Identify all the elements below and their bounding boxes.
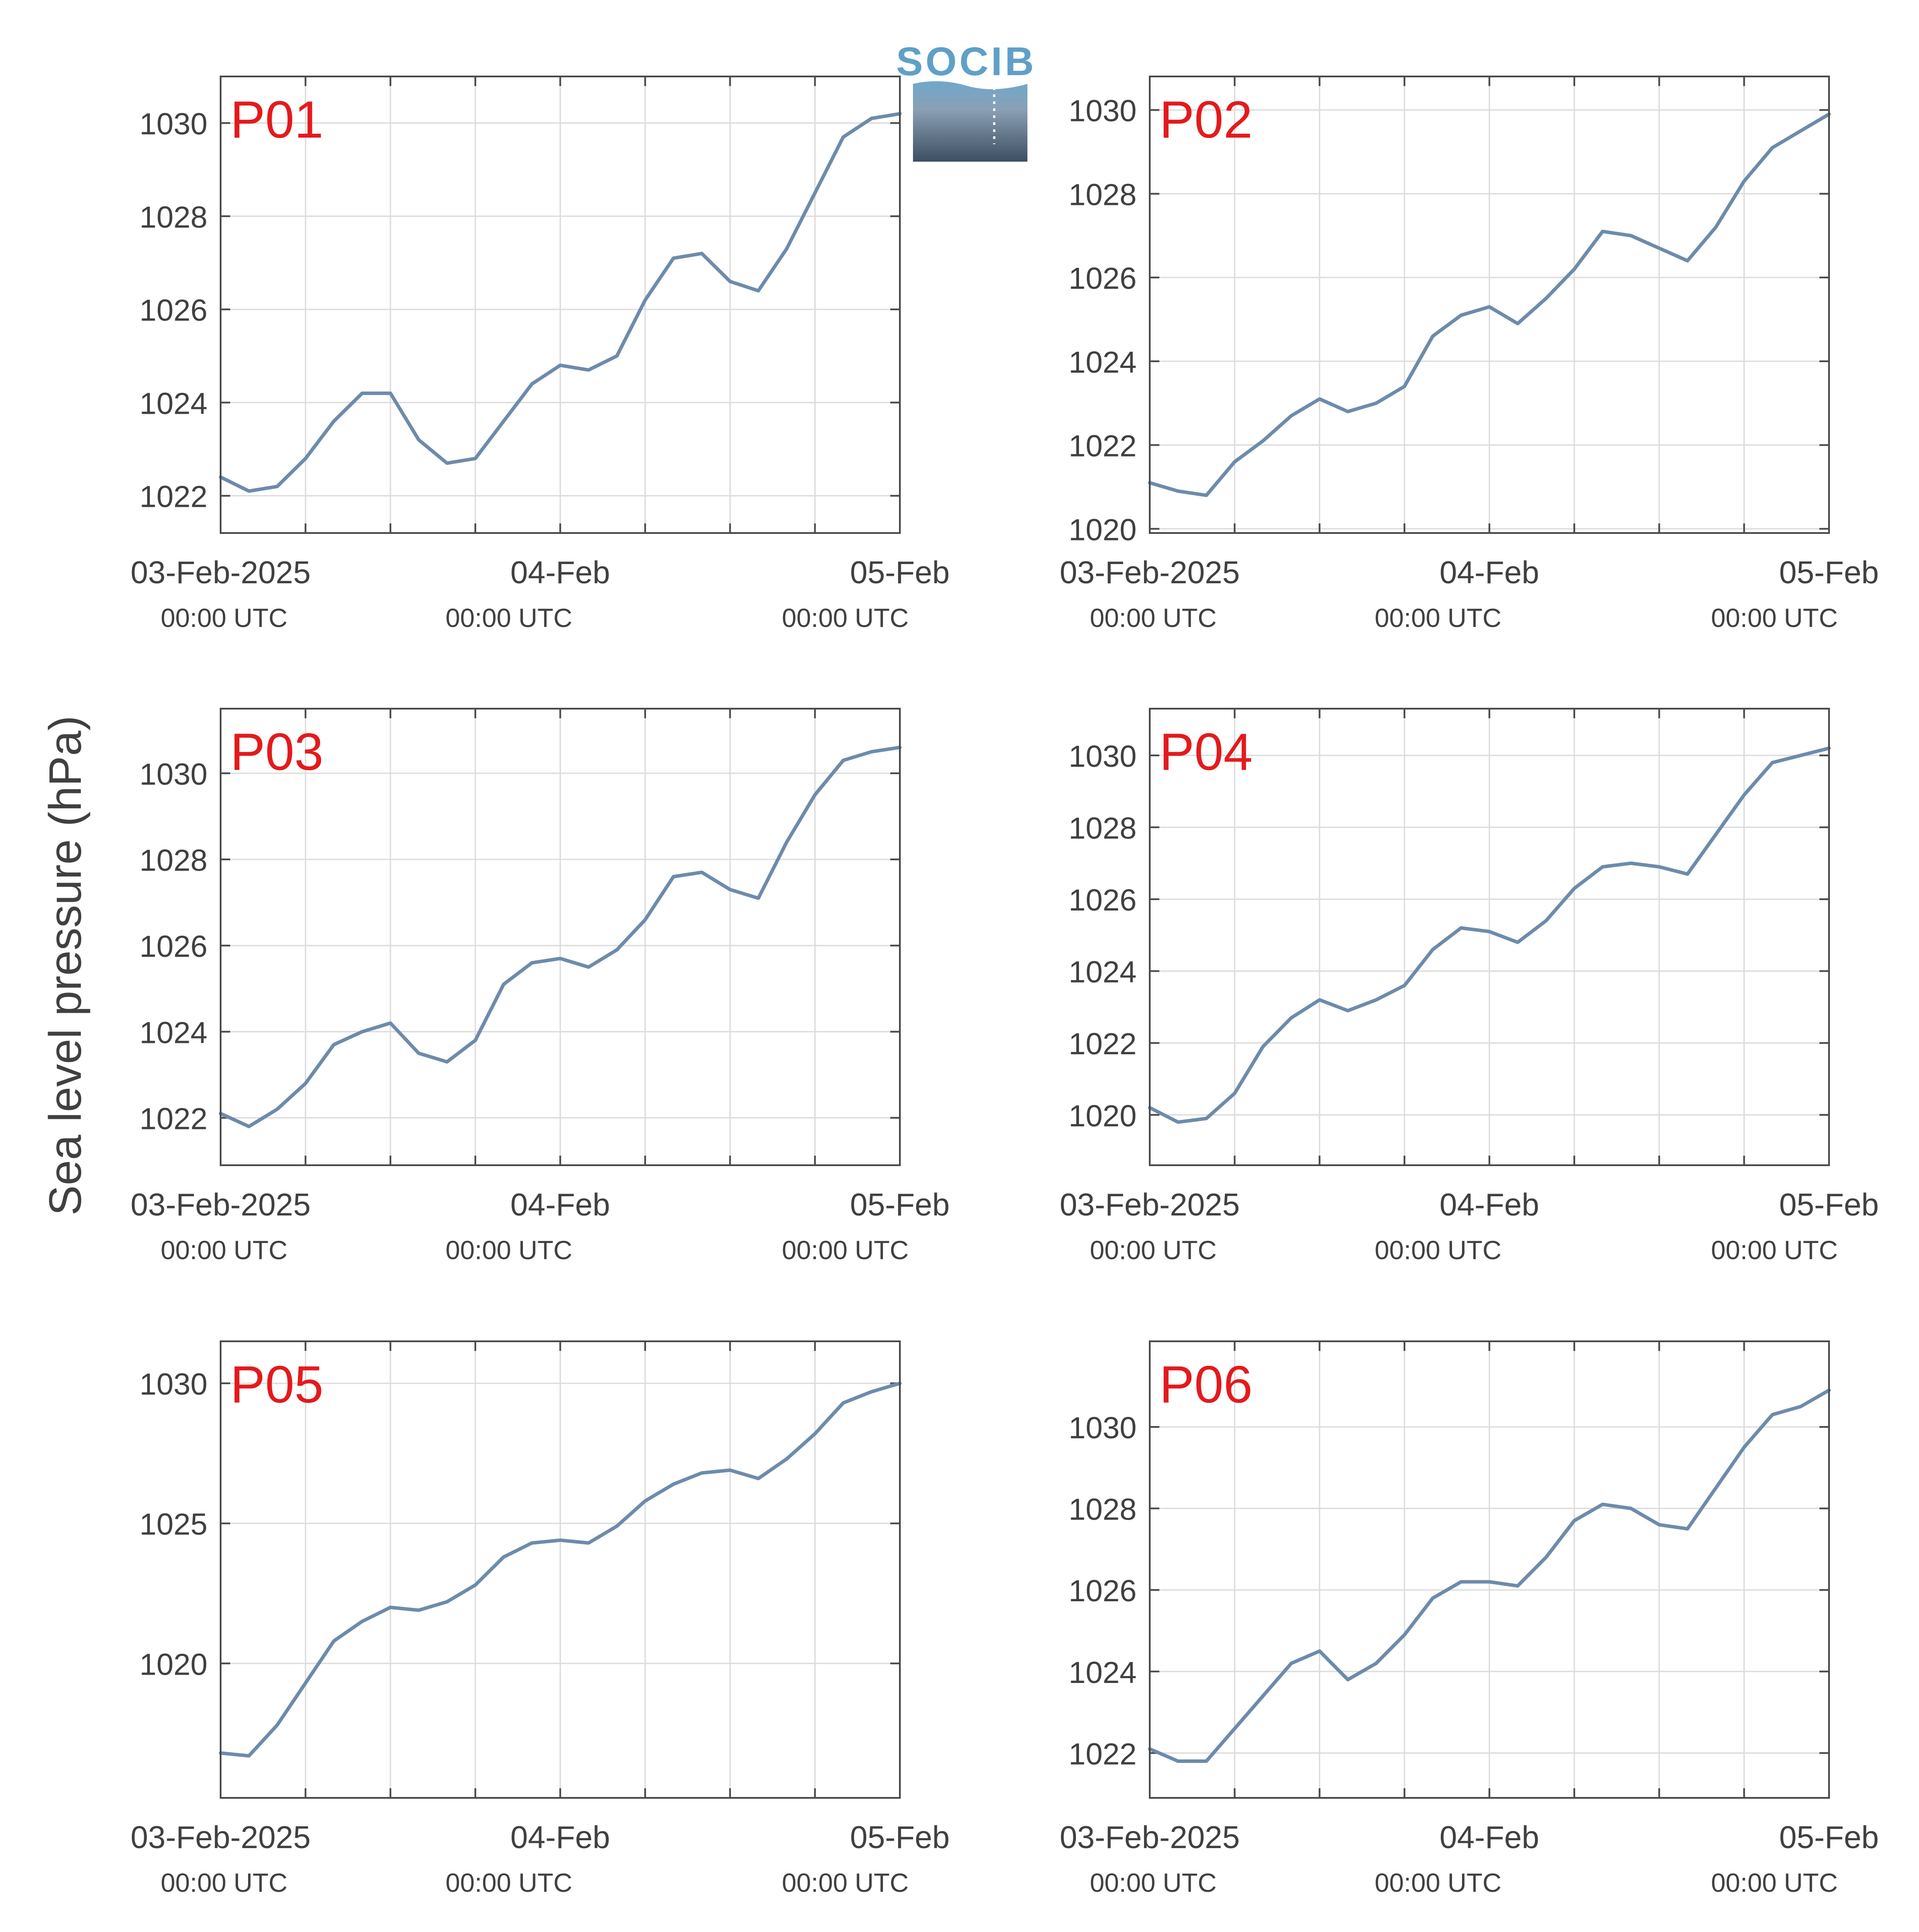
x-tick-label: 05-Feb [1779,1188,1879,1222]
x-tick-sublabel: 00:00 UTC [1375,1236,1501,1265]
chart-panel-p02: 1020 1022 1024 1026 1028 1030 P02 03-Feb-2025 00… [1060,76,1879,633]
y-tick-label: 1026 [139,293,207,327]
x-tick-sublabel: 00:00 UTC [1375,603,1501,633]
x-tick-label: 04-Feb [1439,1820,1539,1855]
x-tick-label: 04-Feb [1439,555,1539,590]
y-tick-label: 1022 [1068,429,1137,463]
plot-frame [1149,708,1830,1166]
x-tick-sublabel: 00:00 UTC [1090,603,1217,633]
x-tick-sublabel: 00:00 UTC [1711,1868,1838,1897]
y-tick-label: 1030 [1068,739,1137,773]
y-tick-label: 1022 [139,480,207,514]
x-tick-label: 05-Feb [1779,1820,1879,1855]
plot-frame [220,1340,901,1799]
series-line-p05 [219,1381,902,1758]
panel-label: P06 [1159,1355,1253,1414]
x-tick-sublabel: 00:00 UTC [1090,1868,1217,1897]
y-axis-label: Sea level pressure (hPa) [40,716,91,1216]
series-line-p02 [1148,112,1831,497]
y-tick-label: 1026 [1068,1574,1137,1608]
y-tick-label: 1024 [1068,1655,1137,1690]
series-line-p04 [1148,746,1831,1124]
x-tick-sublabel: 00:00 UTC [782,1868,909,1897]
y-tick-label: 1026 [1068,261,1137,295]
chart-panels: 1022 1024 1026 1028 1030 P01 03-Feb-2025 00:00 … [131,76,1879,1897]
x-tick-label: 03-Feb-2025 [1060,1188,1240,1222]
y-tick-label: 1026 [139,929,207,963]
y-tick-label: 1028 [139,843,207,877]
x-tick-label: 04-Feb [510,1188,610,1222]
x-tick-label: 05-Feb [850,1188,950,1222]
x-tick-label: 03-Feb-2025 [1060,1820,1240,1855]
y-tick-label: 1022 [139,1102,207,1136]
y-tick-label: 1026 [1068,883,1137,917]
plot-frame [220,76,901,534]
x-tick-sublabel: 00:00 UTC [1711,1236,1838,1265]
y-tick-label: 1020 [139,1647,207,1681]
y-tick-label: 1028 [1068,1492,1137,1527]
socib-logo-text: SOCIB [896,39,1036,84]
y-tick-label: 1028 [1068,811,1137,845]
socib-logo: SOCIB [896,39,1036,162]
y-tick-label: 1022 [1068,1027,1137,1061]
x-tick-label: 04-Feb [510,1820,610,1855]
y-tick-label: 1030 [1068,1411,1137,1445]
plot-frame [1149,76,1830,534]
y-tick-label: 1020 [1068,1099,1137,1133]
x-tick-label: 05-Feb [1779,555,1879,590]
panel-label: P01 [230,90,324,149]
y-tick-label: 1030 [1068,94,1137,128]
x-tick-sublabel: 00:00 UTC [782,603,909,633]
panel-label: P04 [1159,723,1253,781]
x-tick-label: 05-Feb [850,555,950,590]
socib-logo-wave-block [913,81,1027,162]
y-tick-label: 1024 [1068,955,1137,989]
y-tick-label: 1022 [1068,1737,1137,1771]
y-tick-label: 1030 [139,1367,207,1401]
x-tick-sublabel: 00:00 UTC [1090,1236,1217,1265]
y-tick-label: 1028 [1068,177,1137,211]
chart-panel-p05: 1020 1025 1030 P05 03-Feb-2025 00:00 UTC 04-Fe… [131,1340,950,1897]
y-tick-label: 1024 [1068,345,1137,379]
chart-panel-p04: 1020 1022 1024 1026 1028 1030 P04 03-Feb-2025 00… [1060,708,1879,1265]
x-tick-sublabel: 00:00 UTC [161,603,287,633]
y-tick-label: 1030 [139,757,207,791]
chart-panel-p03: 1022 1024 1026 1028 1030 P03 03-Feb-2025 00:00 … [131,708,950,1265]
x-tick-label: 03-Feb-2025 [131,1188,311,1222]
plot-frame [220,708,901,1166]
x-tick-sublabel: 00:00 UTC [446,603,572,633]
panel-label: P03 [230,723,324,781]
plot-frame [1149,1340,1830,1799]
y-tick-label: 1030 [139,107,207,141]
x-tick-label: 03-Feb-2025 [131,555,311,590]
x-tick-sublabel: 00:00 UTC [161,1868,287,1897]
x-tick-label: 03-Feb-2025 [131,1820,311,1855]
x-tick-sublabel: 00:00 UTC [782,1236,909,1265]
x-tick-sublabel: 00:00 UTC [446,1868,572,1897]
series-line-p03 [219,745,902,1129]
x-tick-sublabel: 00:00 UTC [1375,1868,1501,1897]
x-tick-label: 03-Feb-2025 [1060,555,1240,590]
panel-label: P05 [230,1355,324,1414]
series-line-p01 [219,112,902,493]
chart-panel-p01: 1022 1024 1026 1028 1030 P01 03-Feb-2025 00:00 … [131,76,950,633]
y-tick-label: 1024 [139,386,207,420]
chart-panel-p06: 1022 1024 1026 1028 1030 P06 03-Feb-2025 00:00 … [1060,1340,1879,1897]
y-tick-label: 1028 [139,200,207,234]
x-tick-sublabel: 00:00 UTC [161,1236,287,1265]
x-tick-label: 04-Feb [510,555,610,590]
y-tick-label: 1024 [139,1015,207,1049]
x-tick-sublabel: 00:00 UTC [446,1236,572,1265]
panel-label: P02 [1159,90,1253,149]
y-tick-label: 1020 [1068,512,1137,547]
x-tick-label: 04-Feb [1439,1188,1539,1222]
x-tick-sublabel: 00:00 UTC [1711,603,1838,633]
y-tick-label: 1025 [139,1507,207,1541]
x-tick-label: 05-Feb [850,1820,950,1855]
series-line-p06 [1148,1388,1831,1763]
